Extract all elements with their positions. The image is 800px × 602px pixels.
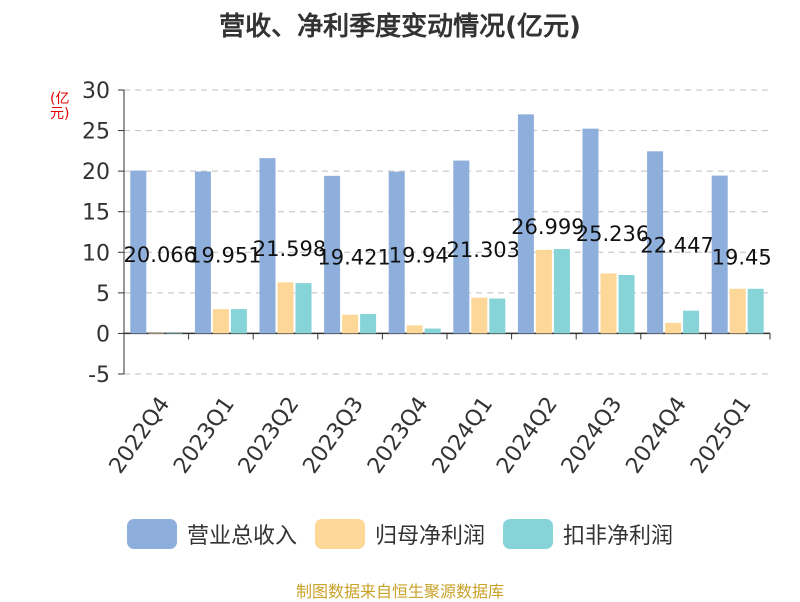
y-tick-label: 20 [82, 160, 110, 185]
bar-revenue [711, 175, 728, 334]
source-note: 制图数据来自恒生聚源数据库 [295, 582, 504, 601]
data-label-revenue: 21.303 [447, 238, 520, 262]
bar-revenue [194, 171, 211, 334]
legend-swatch-deducted-profit [503, 519, 553, 549]
bar-revenue [647, 151, 664, 334]
bar-net-profit [342, 314, 359, 334]
bar-deducted-profit [295, 283, 312, 334]
x-tick-label: 2024Q3 [557, 393, 628, 479]
legend-label-net-profit: 归母净利润 [374, 524, 485, 549]
y-tick-label: 5 [96, 282, 110, 307]
data-label-revenue: 19.45 [712, 246, 772, 270]
data-label-revenue: 22.447 [640, 233, 713, 257]
legend-label-deducted-profit: 扣非净利润 [563, 524, 674, 549]
data-label-revenue: 26.999 [511, 215, 584, 239]
x-tick-label: 2024Q1 [428, 393, 499, 479]
bar-net-profit [600, 273, 617, 334]
bar-net-profit [535, 249, 552, 334]
y-tick-label: 15 [82, 201, 110, 226]
legend-item-deducted-profit[interactable]: 扣非净利润 [503, 518, 673, 550]
legend-label-revenue: 营业总收入 [186, 524, 297, 549]
x-tick-label: 2025Q1 [686, 393, 757, 479]
y-axis-label: (亿元) [50, 91, 70, 122]
bar-deducted-profit [230, 309, 247, 334]
y-tick-label: -5 [88, 363, 110, 388]
bar-revenue [388, 171, 405, 334]
bar-deducted-profit [747, 288, 764, 334]
bar-net-profit [148, 333, 165, 334]
legend-swatch-net-profit [314, 519, 365, 549]
bar-deducted-profit [360, 313, 377, 334]
bar-revenue [259, 158, 276, 334]
data-label-revenue: 20.066 [124, 243, 197, 267]
legend-item-revenue[interactable]: 营业总收入 [126, 518, 297, 550]
data-label-revenue: 21.598 [253, 237, 326, 261]
bar-deducted-profit [424, 328, 441, 334]
y-tick-label: 25 [82, 120, 110, 145]
legend-swatch-revenue [126, 519, 177, 549]
x-tick-label: 2023Q2 [234, 393, 305, 479]
chart-title: 营收、净利季度变动情况(亿元) [219, 12, 581, 42]
x-tick-label: 2023Q4 [363, 393, 434, 479]
bar-deducted-profit [166, 333, 183, 334]
bar-revenue [324, 175, 341, 334]
x-tick-label: 2023Q1 [169, 393, 240, 479]
y-tick-label: 10 [82, 241, 110, 266]
x-tick-label: 2024Q4 [621, 393, 692, 479]
x-tick-label: 2022Q4 [105, 393, 176, 479]
data-label-revenue: 19.421 [317, 246, 390, 270]
data-label-revenue: 19.951 [188, 243, 261, 267]
bar-net-profit [665, 322, 682, 334]
bar-deducted-profit [553, 249, 570, 334]
y-tick-label: 0 [96, 322, 110, 347]
legend-item-net-profit[interactable]: 归母净利润 [314, 518, 485, 550]
bar-net-profit [471, 297, 488, 334]
bar-deducted-profit [489, 298, 506, 334]
bar-revenue [453, 160, 470, 334]
data-label-revenue: 19.94 [389, 244, 449, 268]
data-label-revenue: 25.236 [576, 222, 649, 246]
legend: 营业总收入 归母净利润 扣非净利润 [0, 517, 800, 551]
bar-revenue [582, 128, 599, 334]
x-tick-label: 2023Q3 [298, 393, 369, 479]
bar-net-profit [406, 325, 423, 334]
bar-deducted-profit [683, 310, 700, 334]
bar-net-profit [277, 282, 294, 334]
bar-revenue [130, 170, 147, 334]
bar-net-profit [212, 309, 229, 334]
x-tick-label: 2024Q2 [492, 393, 563, 479]
bar-revenue [517, 114, 534, 334]
bar-deducted-profit [618, 275, 635, 334]
bar-net-profit [729, 288, 746, 334]
y-tick-label: 30 [82, 79, 110, 104]
